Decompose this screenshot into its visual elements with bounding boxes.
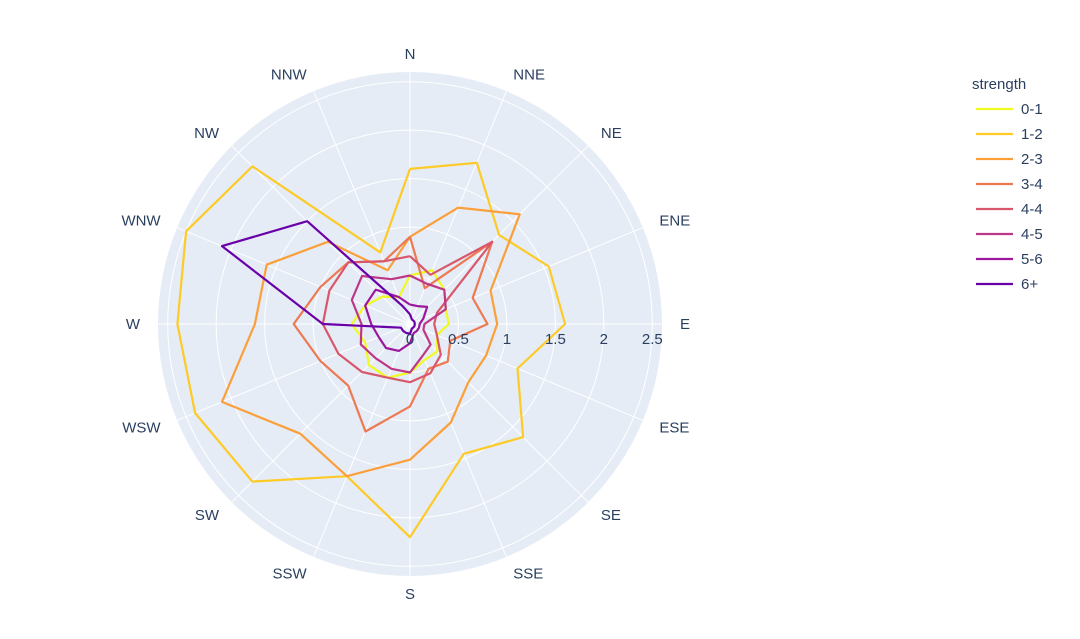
legend-item[interactable]: 1-2 <box>976 126 1043 143</box>
grid-spoke <box>409 323 644 421</box>
grid-spoke <box>313 323 411 558</box>
radial-tick-labels: 0 0.5 1 1.5 2 2.5 <box>406 331 663 348</box>
legend-label: 4-4 <box>1021 201 1043 218</box>
radial-tick-label: 1.5 <box>545 331 566 348</box>
radial-tick-label: 1 <box>503 331 511 348</box>
legend-item[interactable]: 5-6 <box>976 251 1043 268</box>
grid-spoke <box>231 323 411 503</box>
legend-label: 4-5 <box>1021 226 1043 243</box>
direction-label-S: S <box>405 586 415 603</box>
legend-label: 2-3 <box>1021 151 1043 168</box>
legend-item[interactable]: 6+ <box>976 276 1038 293</box>
legend-label: 1-2 <box>1021 126 1043 143</box>
series-layer <box>176 161 567 539</box>
legend-label: 6+ <box>1021 276 1038 293</box>
direction-label-ENE: ENE <box>659 213 690 230</box>
grid-spoke <box>313 90 411 325</box>
radial-tick-label: 2.5 <box>642 331 663 348</box>
polar-plot-area: 0 0.5 1 1.5 2 2.5 N NNE NE ENE E ESE SE SSE S SSW SW WSW… <box>121 46 690 603</box>
legend-label: 3-4 <box>1021 176 1043 193</box>
direction-label-SW: SW <box>195 507 220 524</box>
direction-label-SSE: SSE <box>513 565 543 582</box>
legend-item[interactable]: 4-5 <box>976 226 1043 243</box>
grid-spoke <box>176 227 411 325</box>
series-line-4-4 <box>321 240 494 384</box>
legend-item[interactable]: 3-4 <box>976 176 1043 193</box>
direction-label-NE: NE <box>601 125 622 142</box>
direction-label-E: E <box>680 316 690 333</box>
grid-spoke <box>409 323 507 558</box>
grid-spoke <box>231 145 411 325</box>
direction-label-WSW: WSW <box>122 419 161 436</box>
direction-labels: N NNE NE ENE E ESE SE SSE S SSW SW WSW W WNW NW NNW <box>121 46 690 603</box>
grid-spoke <box>176 323 411 421</box>
radial-tick-label: 0 <box>406 331 414 348</box>
series-line-1-2 <box>176 161 567 539</box>
radial-tick-label: 2 <box>600 331 608 348</box>
direction-label-NW: NW <box>194 125 220 142</box>
direction-label-W: W <box>126 316 141 333</box>
legend-item[interactable]: 0-1 <box>976 101 1043 118</box>
direction-label-SE: SE <box>601 507 621 524</box>
direction-label-SSW: SSW <box>273 565 308 582</box>
legend-label: 5-6 <box>1021 251 1043 268</box>
legend-label: 0-1 <box>1021 101 1043 118</box>
legend-items: 0-1 1-2 2-3 3-4 4-4 4-5 5-6 6+ <box>976 101 1043 293</box>
legend: strength 0-1 1-2 2-3 3-4 4-4 4-5 5-6 6+ <box>972 76 1043 293</box>
direction-label-NNW: NNW <box>271 67 308 84</box>
direction-label-ESE: ESE <box>659 419 689 436</box>
legend-item[interactable]: 4-4 <box>976 201 1043 218</box>
direction-label-N: N <box>405 46 416 63</box>
series-line-5-6 <box>364 288 429 352</box>
legend-item[interactable]: 2-3 <box>976 151 1043 168</box>
grid-spoke <box>409 227 644 325</box>
series-line-4-5 <box>350 274 447 374</box>
radial-tick-label: 0.5 <box>448 331 469 348</box>
series-line-6+ <box>220 220 416 335</box>
series-line-3-4 <box>292 235 494 433</box>
direction-label-WNW: WNW <box>121 213 161 230</box>
direction-label-NNE: NNE <box>513 67 545 84</box>
angular-grid-spokes <box>158 72 662 576</box>
series-line-2-3 <box>220 206 521 478</box>
legend-title: strength <box>972 76 1026 93</box>
